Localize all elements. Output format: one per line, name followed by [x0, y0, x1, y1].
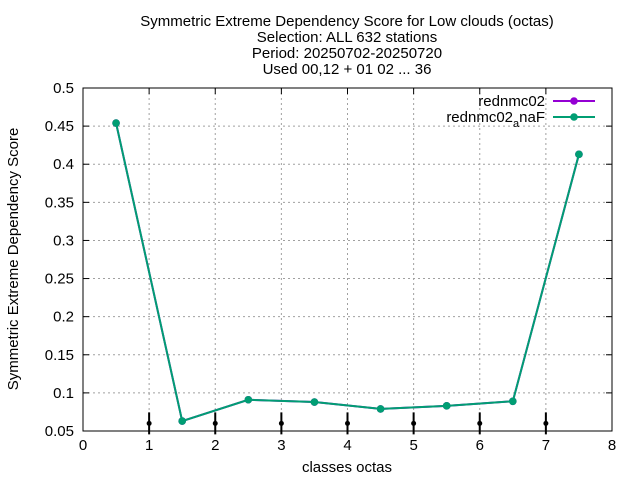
x-tick-label: 8 — [608, 437, 616, 454]
error-bar-point — [345, 420, 350, 426]
data-point-1 — [575, 150, 583, 159]
series-line-1 — [115, 122, 580, 423]
grid-lines — [83, 88, 612, 431]
error-bar-point — [477, 420, 483, 426]
chart-title: Symmetric Extreme Dependency Score for L… — [140, 13, 554, 78]
error-bar-point — [411, 420, 417, 426]
x-tick-label: 7 — [542, 437, 550, 454]
data-point-1 — [509, 397, 517, 406]
x-tick-label: 1 — [145, 437, 153, 454]
legend-marker-0 — [570, 97, 578, 105]
legend-name-tail: naF — [519, 109, 545, 126]
error-bar-point — [146, 420, 152, 426]
x-tick-label: 4 — [343, 437, 351, 454]
title-line-1: Symmetric Extreme Dependency Score for L… — [140, 13, 554, 30]
data-point-1 — [244, 395, 253, 404]
series-lines — [112, 119, 583, 425]
data-point-1 — [178, 417, 186, 425]
axis-ticks — [82, 87, 613, 432]
data-point-1 — [310, 398, 319, 406]
title-line-2: Selection: ALL 632 stations — [257, 29, 437, 46]
y-tick-label: 0.5 — [53, 80, 74, 97]
y-tick-label: 0.15 — [45, 347, 74, 364]
legend: rednmc02 rednmc02anaF — [446, 93, 595, 130]
y-tick-label: 0.45 — [45, 118, 74, 135]
title-line-4: Used 00,12 + 01 02 ... 36 — [263, 61, 432, 78]
y-tick-label: 0.35 — [45, 194, 74, 211]
y-tick-label: 0.25 — [45, 271, 74, 288]
legend-name-sub: a — [513, 118, 520, 130]
y-tick-label: 0.05 — [45, 423, 74, 440]
error-bar-point — [278, 420, 284, 426]
x-tick-label: 3 — [277, 437, 285, 454]
x-axis-label: classes octas — [302, 459, 392, 476]
legend-label-rednmc02: rednmc02 — [478, 93, 545, 110]
error-bar-point — [543, 420, 549, 426]
x-tick-label: 2 — [211, 437, 219, 454]
legend-label-rednmc02-anaf: rednmc02anaF — [446, 109, 545, 130]
y-tick-labels: 0.05 0.1 0.15 0.2 0.25 0.3 0.35 0.4 0.45 0.5 — [45, 80, 74, 440]
error-bar-point — [212, 420, 218, 426]
title-line-3: Period: 20250702-20250720 — [252, 45, 442, 62]
x-tick-labels: 0 1 2 3 4 5 6 7 8 — [79, 437, 616, 454]
x-tick-label: 0 — [79, 437, 87, 454]
y-axis-label: Symmetric Extreme Dependency Score — [5, 128, 22, 391]
y-tick-label: 0.4 — [53, 156, 74, 173]
legend-marker-1 — [570, 113, 578, 121]
y-tick-label: 0.2 — [53, 309, 74, 326]
x-tick-label: 6 — [476, 437, 484, 454]
data-point-1 — [442, 402, 451, 410]
legend-name-base: rednmc02 — [446, 109, 513, 126]
data-point-1 — [376, 405, 385, 413]
x-tick-label: 5 — [409, 437, 417, 454]
y-tick-label: 0.3 — [53, 232, 74, 249]
y-tick-label: 0.1 — [53, 385, 74, 402]
data-point-1 — [112, 119, 120, 127]
series-line-0 — [115, 122, 580, 423]
